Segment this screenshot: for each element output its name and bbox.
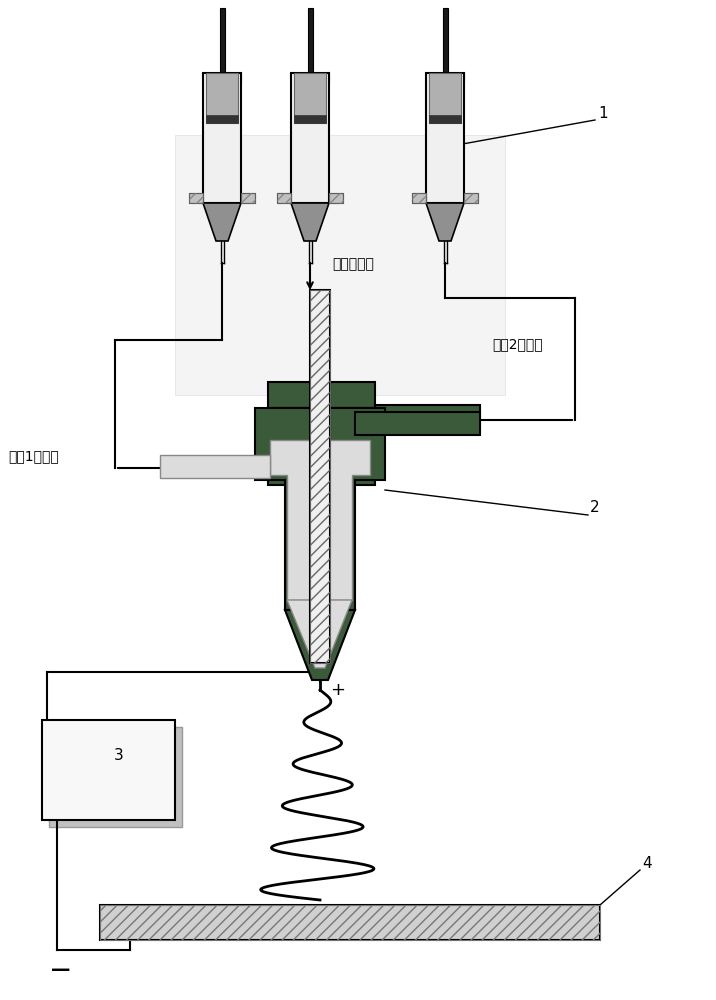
- Polygon shape: [355, 412, 480, 435]
- Polygon shape: [255, 408, 385, 610]
- Bar: [277, 193, 291, 203]
- Text: +: +: [330, 681, 345, 699]
- Bar: [329, 193, 343, 203]
- Bar: [329, 193, 343, 203]
- Polygon shape: [426, 203, 464, 241]
- Bar: [49, 727, 182, 827]
- Text: 2: 2: [590, 500, 599, 515]
- Bar: [206, 73, 238, 123]
- Polygon shape: [291, 203, 329, 241]
- Bar: [412, 193, 426, 203]
- Bar: [464, 193, 478, 203]
- Polygon shape: [268, 408, 375, 485]
- Polygon shape: [270, 440, 370, 600]
- Bar: [100, 905, 600, 940]
- Bar: [310, 290, 330, 663]
- Text: 壳其1进料口: 壳其1进料口: [8, 449, 59, 463]
- Bar: [291, 73, 329, 203]
- Bar: [42, 720, 175, 820]
- Bar: [294, 73, 326, 123]
- Polygon shape: [285, 610, 355, 680]
- Bar: [426, 73, 464, 82]
- Bar: [412, 193, 426, 203]
- Text: 核层进料口: 核层进料口: [332, 257, 374, 271]
- Bar: [206, 115, 238, 123]
- Bar: [291, 73, 329, 82]
- Bar: [429, 73, 461, 123]
- Bar: [442, 8, 448, 73]
- Polygon shape: [160, 455, 270, 478]
- Bar: [100, 905, 600, 940]
- Bar: [277, 193, 291, 203]
- Bar: [429, 115, 461, 123]
- Bar: [175, 135, 505, 395]
- Bar: [426, 73, 464, 203]
- Bar: [294, 115, 326, 123]
- Bar: [220, 8, 225, 73]
- Bar: [307, 8, 312, 73]
- Text: 壳其2进料口: 壳其2进料口: [492, 337, 543, 351]
- Bar: [464, 193, 478, 203]
- Text: 3: 3: [114, 748, 123, 763]
- Bar: [189, 193, 203, 203]
- Bar: [268, 382, 375, 408]
- Bar: [203, 73, 241, 82]
- Text: 4: 4: [642, 856, 652, 871]
- Bar: [203, 73, 241, 203]
- Polygon shape: [203, 203, 241, 241]
- Bar: [241, 193, 255, 203]
- Bar: [241, 193, 255, 203]
- Bar: [375, 405, 480, 427]
- Text: 1: 1: [598, 106, 608, 121]
- Bar: [189, 193, 203, 203]
- Polygon shape: [287, 600, 352, 668]
- Text: —: —: [51, 960, 70, 979]
- Bar: [310, 290, 330, 663]
